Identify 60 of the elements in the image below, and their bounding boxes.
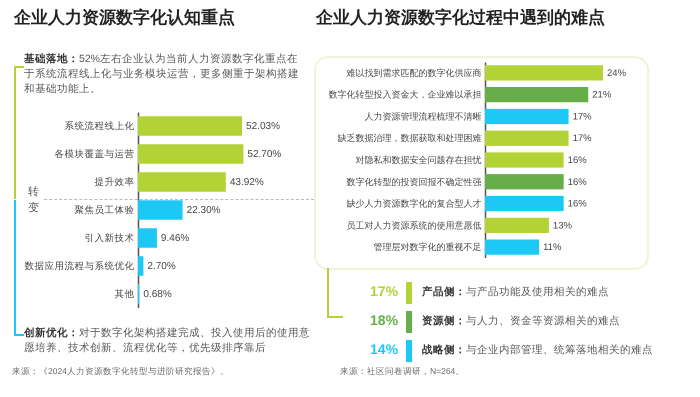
text: 战略侧：与企业内部管理、统筹落地相关的难点 bbox=[422, 343, 653, 358]
source-note: 来源：《2024人力资源数字化转型与进阶研究报告》。 bbox=[12, 366, 229, 378]
bar bbox=[485, 108, 569, 124]
data-label: 0.68% bbox=[143, 289, 172, 300]
text: 18% bbox=[370, 312, 398, 328]
data-label: 43.92% bbox=[230, 177, 264, 188]
y-tick-label: 对隐私和数据安全问题存在担忧 bbox=[356, 155, 482, 165]
bar bbox=[138, 144, 244, 164]
bar bbox=[485, 87, 588, 102]
bar bbox=[485, 196, 564, 212]
y-tick-label: 聚焦员工体验 bbox=[74, 204, 134, 216]
y-tick-label: 引入新技术 bbox=[84, 232, 134, 244]
y-tick-label: 难以找到需求匹配的数字化供应商 bbox=[346, 68, 482, 78]
data-label: 11% bbox=[543, 242, 562, 254]
y-tick-label: 提升效率 bbox=[94, 176, 134, 188]
source-note: 来源：社区问卷调研，N=264。 bbox=[340, 366, 464, 378]
bar bbox=[138, 172, 226, 192]
bar bbox=[138, 116, 242, 136]
bar bbox=[485, 130, 569, 146]
data-label: 22.30% bbox=[186, 205, 221, 216]
y-tick-label: 各模块覆盖与运营 bbox=[54, 148, 134, 160]
bar bbox=[485, 218, 549, 233]
y-tick-label: 人力资源管理流程梳理不清晰 bbox=[364, 111, 482, 122]
bar bbox=[138, 228, 157, 248]
text: 14% bbox=[370, 341, 398, 357]
chart-title: 企业人力资源数字化认知重点 bbox=[14, 7, 235, 29]
bar bbox=[485, 174, 564, 190]
data-label: 16% bbox=[568, 176, 588, 188]
text: 产品侧：与产品功能及使用相关的难点 bbox=[422, 285, 609, 300]
y-tick-label: 数据应用流程与系统优化 bbox=[24, 260, 134, 272]
data-label: 21% bbox=[592, 90, 612, 101]
data-label: 9.46% bbox=[160, 233, 190, 244]
text: 资源侧：与人力、资金等资源相关的难点 bbox=[422, 314, 620, 329]
bar bbox=[485, 65, 603, 81]
text: 17% bbox=[370, 283, 398, 299]
data-label: 52.03% bbox=[246, 121, 280, 132]
y-tick-label: 系统流程线上化 bbox=[64, 120, 134, 132]
text: 转变 bbox=[28, 185, 40, 216]
y-tick-label: 缺乏数据治理，数据获取和处理困难 bbox=[338, 133, 482, 144]
bar bbox=[485, 152, 564, 168]
data-label: 16% bbox=[568, 198, 588, 210]
y-tick-label: 数字化转型投入资金大，企业难以承担 bbox=[328, 90, 482, 100]
data-label: 52.70% bbox=[247, 149, 282, 160]
data-label: 13% bbox=[552, 220, 572, 232]
chart-title: 企业人力资源数字化过程中遇到的难点 bbox=[316, 7, 605, 29]
bar bbox=[138, 256, 144, 276]
y-tick-label: 管理层对数字化的重视不足 bbox=[374, 242, 482, 252]
text: 创新优化：对于数字化架构搭建完成、投入使用后的使用意愿培养、技术创新、流程优化等，优先级排序靠后 bbox=[24, 326, 311, 356]
bar bbox=[138, 200, 183, 220]
text: 基础落地：52%左右企业认为当前人力资源数字化重点在于系统流程线上化与业务模块运营，更多侧重于架构搭建和基础功能上。 bbox=[24, 52, 300, 97]
y-tick-label: 其他 bbox=[114, 288, 134, 300]
data-label: 17% bbox=[572, 111, 592, 122]
data-label: 24% bbox=[607, 68, 627, 79]
bar bbox=[485, 239, 540, 255]
data-label: 17% bbox=[572, 133, 592, 144]
data-label: 2.70% bbox=[147, 261, 176, 272]
y-tick-label: 员工对人力资源系统的使用意愿低 bbox=[346, 220, 482, 230]
y-tick-label: 数字化转型的投资回报不确定性强 bbox=[346, 176, 482, 187]
data-label: 16% bbox=[568, 155, 588, 166]
y-tick-label: 缺少人力资源数字化的复合型人才 bbox=[346, 198, 482, 209]
